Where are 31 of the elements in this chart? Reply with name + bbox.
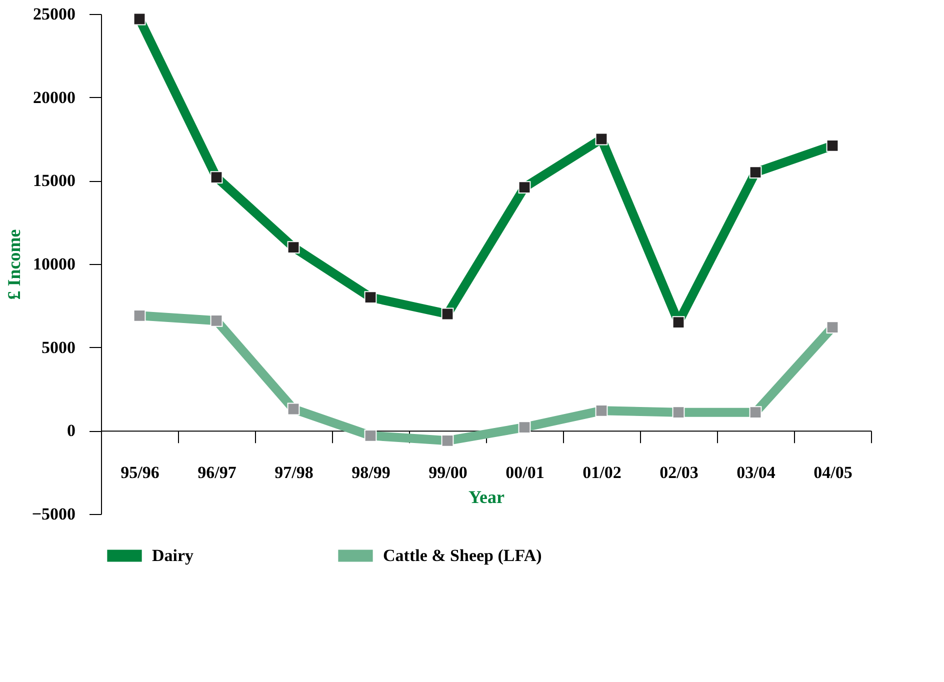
x-tick-label: 00/01 [506,463,544,482]
legend-label: Dairy [152,546,194,565]
point [364,429,377,442]
x-tick-label: 96/97 [198,463,237,482]
point [287,402,300,416]
y-tick-label: 15000 [33,171,76,190]
x-tick-label: 03/04 [736,463,776,482]
point [133,309,146,322]
y-axis-title: £ Income [4,229,24,300]
x-tick-label: 04/05 [814,463,852,482]
y-tick-label: 10000 [33,254,76,274]
x-tick-label: 95/96 [120,463,160,482]
y-tick-label: 0 [67,421,76,440]
y-tick-label: 5000 [42,338,76,357]
point [826,321,839,334]
point [672,406,685,419]
y-tick-label: −5000 [32,504,76,524]
legend-label: Cattle & Sheep (LFA) [383,546,542,565]
point [749,406,762,419]
x-tick-label: 02/03 [660,463,698,482]
point [518,421,531,434]
x-axis-title: Year [468,487,504,508]
x-tick-label: 98/99 [352,463,390,482]
point [595,404,608,417]
point [441,434,454,447]
x-tick-label: 97/98 [274,463,314,482]
point [210,314,223,327]
x-tick-label: 99/00 [428,463,468,482]
y-tick-label: 20000 [33,88,76,107]
x-tick-label: 01/02 [582,463,622,482]
y-tick-label: 25000 [33,4,76,24]
